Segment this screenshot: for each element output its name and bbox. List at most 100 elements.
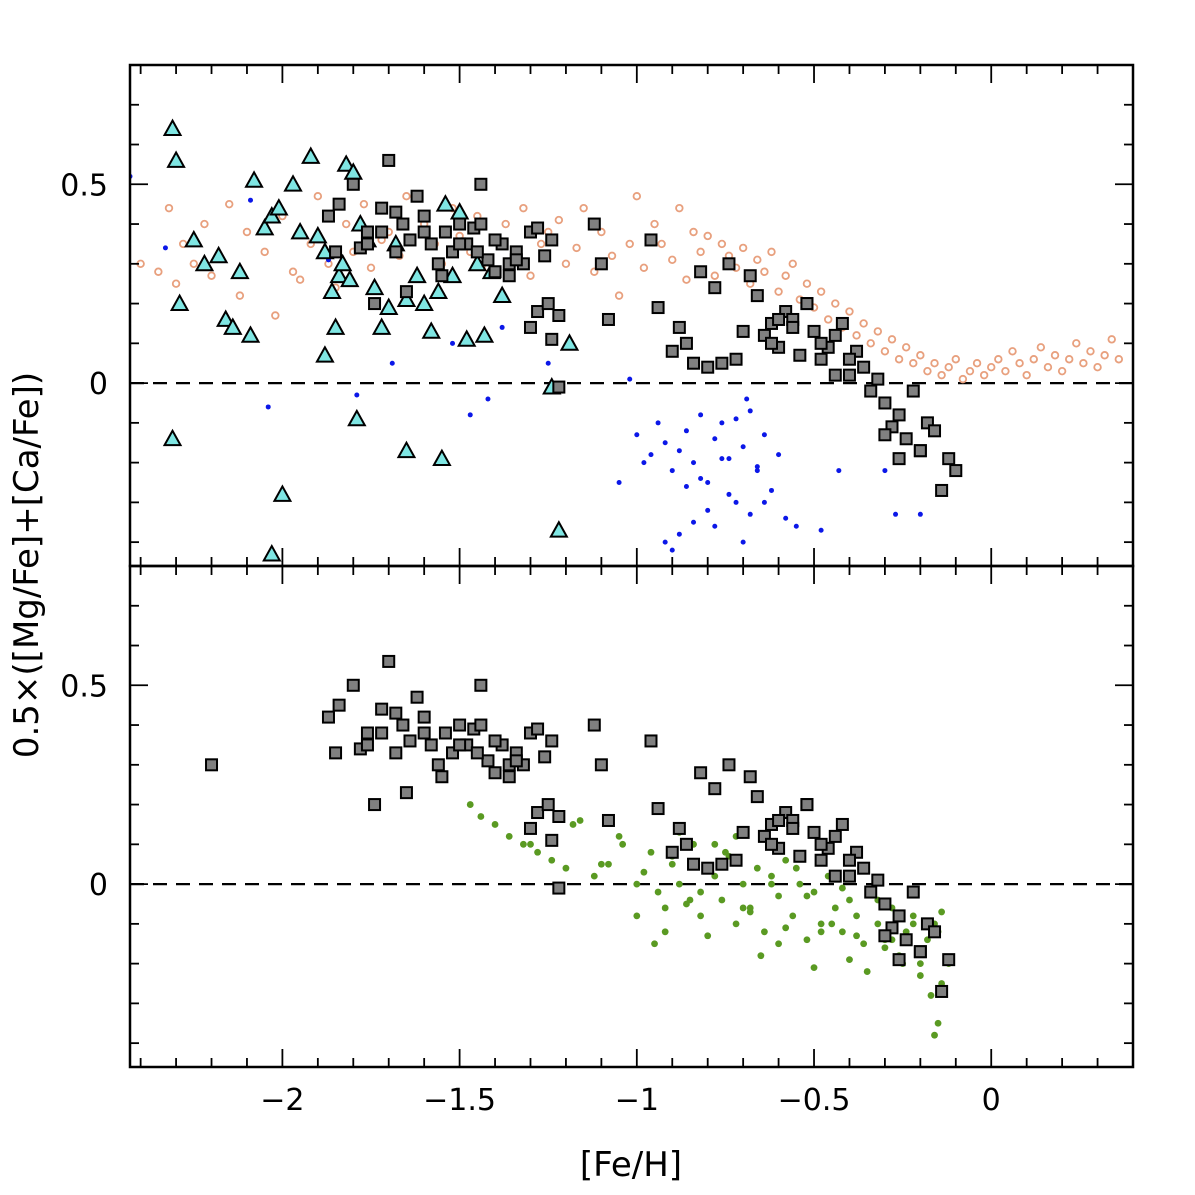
data-point-dot [739, 880, 747, 888]
data-point-dot [838, 928, 846, 936]
x-tick-label: −0.5 [778, 1083, 851, 1118]
data-point-dot [662, 539, 668, 545]
data-point-dot [597, 860, 605, 868]
data-point-dot [686, 896, 694, 904]
data-point-square [435, 269, 449, 283]
data-point-square [538, 249, 552, 263]
data-point-open-circle [689, 227, 698, 237]
data-point-square [864, 384, 878, 398]
data-point-triangle [194, 253, 215, 272]
data-point-open-circle [597, 227, 606, 237]
data-point-triangle [435, 194, 456, 212]
data-point-triangle [414, 293, 434, 311]
data-point-square [382, 153, 396, 167]
data-point-triangle [240, 325, 261, 343]
data-point-open-circle [951, 355, 960, 364]
data-point-dot [931, 1031, 938, 1039]
data-point-square [736, 825, 750, 839]
data-point-triangle [396, 289, 417, 307]
data-point-open-circle [710, 271, 719, 280]
data-point-square [892, 909, 906, 923]
data-point-open-circle [958, 374, 968, 384]
data-point-open-circle [366, 263, 376, 272]
data-point-open-circle [852, 331, 861, 340]
data-point-square [694, 766, 708, 780]
data-point-dot [744, 396, 750, 402]
data-point-square [920, 416, 934, 430]
data-point-open-circle [816, 287, 826, 296]
data-point-square [878, 396, 892, 410]
data-point-open-circle [987, 362, 996, 372]
data-point-dot [615, 832, 623, 840]
data-point-open-circle [519, 203, 528, 213]
data-point-dot [698, 412, 704, 418]
data-point-square [552, 380, 566, 394]
data-point-triangle [549, 520, 569, 538]
plot-area [130, 118, 1133, 562]
data-point-open-circle [781, 271, 790, 280]
data-point-open-circle [1029, 355, 1038, 364]
data-point-open-circle [554, 215, 564, 225]
data-point-square [694, 265, 708, 279]
data-point-open-circle [200, 219, 209, 229]
data-point-square [446, 245, 460, 259]
data-point-open-circle [909, 359, 918, 368]
data-point-open-circle [916, 351, 925, 360]
data-point-triangle [329, 265, 349, 284]
data-point-square [715, 356, 729, 370]
data-point-square [857, 360, 871, 374]
data-point-open-circle [625, 239, 634, 249]
data-point-square [453, 237, 467, 251]
data-point-open-circle [536, 239, 546, 249]
data-point-dot [881, 944, 889, 952]
data-point-dot [754, 464, 760, 470]
data-point-dot [775, 892, 782, 900]
data-point-triangle [371, 317, 392, 335]
data-point-square [329, 746, 343, 760]
data-point-dot [722, 848, 729, 856]
data-point-triangle [559, 333, 580, 351]
data-point-dot [860, 940, 868, 948]
data-point-open-circle [1022, 370, 1031, 380]
data-point-open-circle [760, 267, 769, 276]
data-point-dot [634, 432, 640, 438]
data-point-square [687, 857, 701, 871]
data-point-triangle [407, 265, 427, 284]
data-point-open-circle [965, 366, 975, 376]
data-point-square [828, 869, 842, 883]
data-point-triangle [467, 253, 488, 272]
data-point-square [871, 873, 885, 887]
data-point-square [368, 297, 382, 311]
data-point-dot [927, 992, 935, 999]
data-point-open-circle [1100, 351, 1109, 360]
data-point-open-circle [738, 243, 748, 253]
data-point-triangle [184, 229, 204, 248]
data-point-square [920, 917, 934, 931]
data-point-dot [491, 821, 499, 828]
data-point-dot [691, 519, 697, 525]
data-point-triangle [456, 329, 477, 347]
data-point-dot [534, 848, 541, 856]
data-point-dot [712, 523, 718, 529]
data-point-dot [792, 864, 800, 872]
data-point-square [346, 678, 360, 692]
data-point-dot [863, 968, 871, 975]
data-point-dot [548, 856, 556, 864]
data-point-square [665, 344, 679, 358]
data-point-dot [726, 491, 732, 497]
data-point-open-circle [675, 203, 684, 213]
data-point-square [906, 384, 920, 398]
data-point-square [878, 428, 892, 442]
data-point-square [360, 225, 374, 239]
data-point-open-circle [1086, 347, 1095, 356]
data-point-dot [740, 539, 746, 545]
data-point-square [701, 861, 715, 875]
data-point-square [651, 301, 665, 315]
data-point-square [842, 352, 856, 366]
data-point-dot [683, 483, 689, 489]
data-point-square [509, 253, 523, 267]
data-point-dot [831, 904, 839, 912]
data-point-open-circle [225, 199, 234, 209]
data-point-dot [704, 932, 712, 940]
data-point-square [913, 945, 927, 959]
